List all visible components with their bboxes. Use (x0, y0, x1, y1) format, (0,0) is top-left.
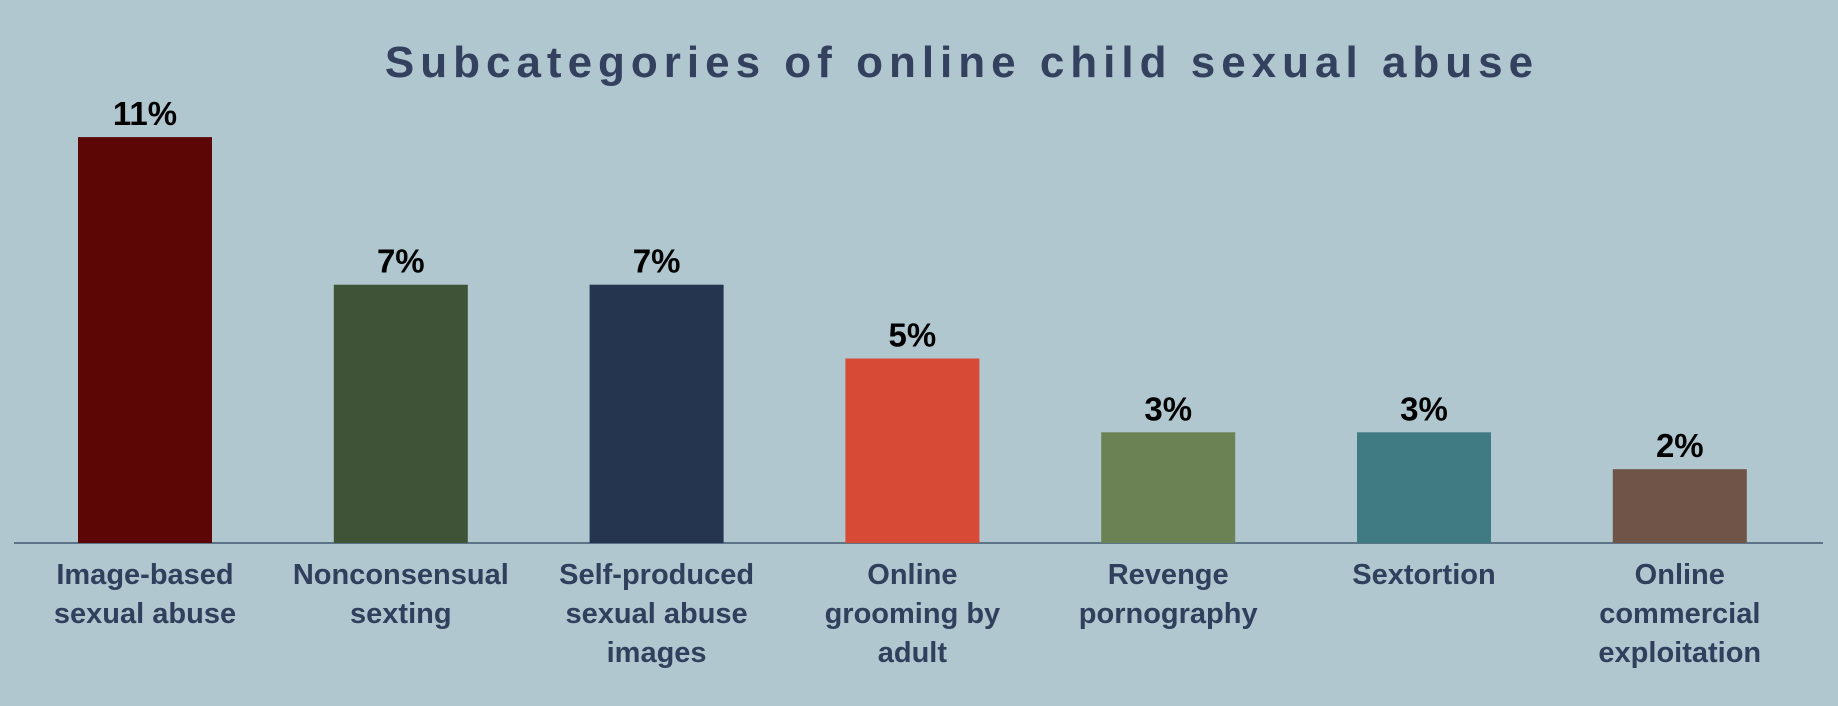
x-tick-label: Nonconsensual sexting (292, 559, 509, 630)
x-tick-label: Sextortion (1352, 559, 1496, 591)
x-tick-label: Image-based sexual abuse (53, 559, 237, 630)
value-label: 3% (1400, 390, 1448, 427)
bar (1612, 469, 1747, 543)
bar (333, 284, 468, 543)
bar (589, 284, 724, 543)
x-tick-label: Online commercial exploitation (1598, 559, 1762, 669)
chart-title: Subcategories of online child sexual abu… (385, 38, 1539, 87)
bar (1101, 432, 1236, 543)
value-label: 7% (377, 243, 425, 280)
value-label: 2% (1656, 427, 1704, 464)
bar (78, 137, 212, 543)
value-label: 11% (113, 95, 177, 132)
value-label: 5% (889, 317, 937, 354)
bar (1357, 432, 1491, 543)
x-tick-label: Self-produced sexual abuse images (559, 559, 755, 669)
x-tick-label: Revenge pornography (1078, 559, 1258, 630)
bar (845, 358, 980, 543)
value-label: 3% (1144, 390, 1192, 427)
value-label: 7% (633, 243, 681, 280)
x-tick-label: Online grooming by adult (824, 559, 1001, 669)
